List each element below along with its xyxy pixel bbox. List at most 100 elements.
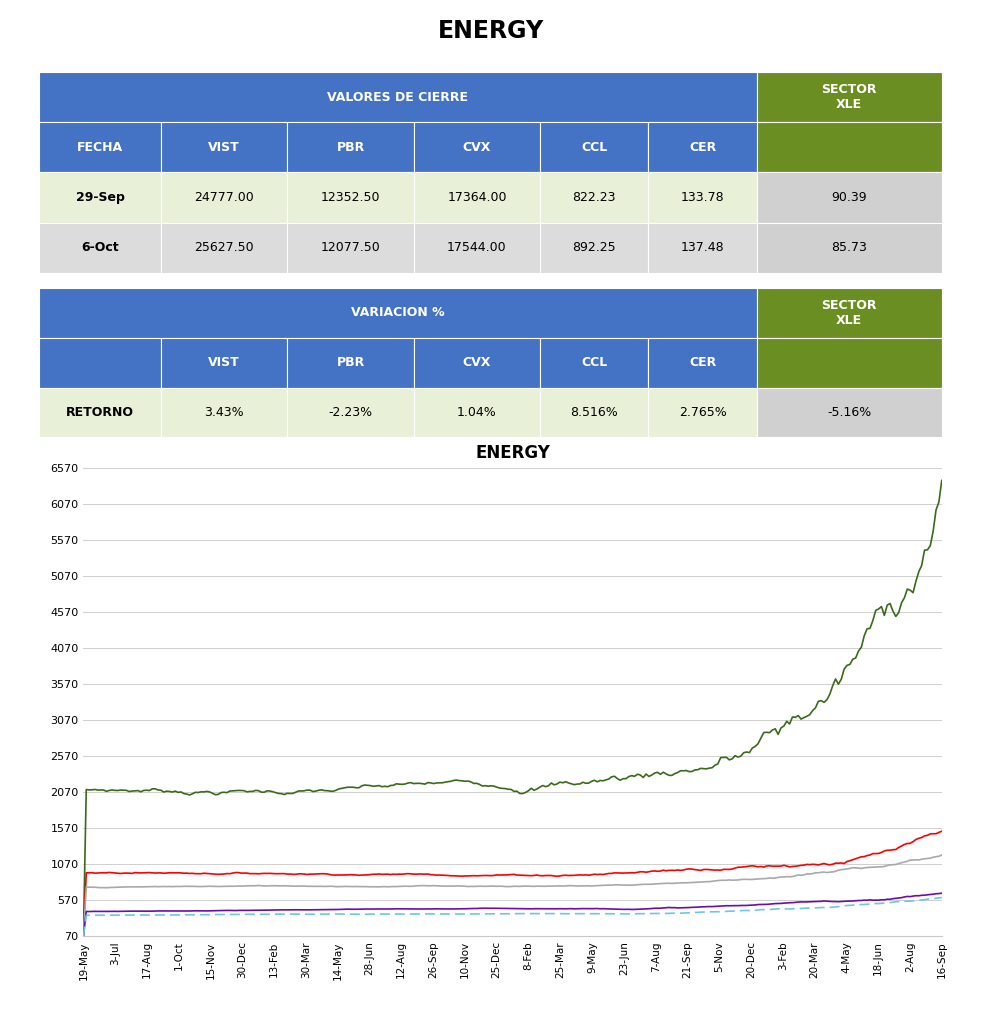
CCL bbox=[77, 930, 89, 943]
FancyBboxPatch shape bbox=[756, 173, 942, 222]
FancyBboxPatch shape bbox=[287, 388, 414, 437]
FancyBboxPatch shape bbox=[648, 222, 756, 273]
FancyBboxPatch shape bbox=[161, 222, 287, 273]
CER bbox=[603, 908, 615, 920]
FancyBboxPatch shape bbox=[648, 338, 756, 388]
Text: 133.78: 133.78 bbox=[681, 191, 724, 204]
PBR bbox=[603, 867, 615, 880]
Text: 8.516%: 8.516% bbox=[570, 406, 618, 419]
FancyBboxPatch shape bbox=[756, 122, 942, 173]
FancyBboxPatch shape bbox=[414, 388, 541, 437]
FancyBboxPatch shape bbox=[541, 222, 648, 273]
VIST bbox=[77, 930, 89, 943]
Text: ENERGY: ENERGY bbox=[438, 19, 543, 43]
Text: CCL: CCL bbox=[581, 141, 607, 153]
CER bbox=[586, 908, 597, 920]
Text: 6-Oct: 6-Oct bbox=[81, 241, 119, 254]
Text: -5.16%: -5.16% bbox=[827, 406, 871, 419]
CVX bbox=[589, 880, 600, 892]
Text: CER: CER bbox=[689, 356, 716, 369]
FancyBboxPatch shape bbox=[756, 72, 942, 122]
FancyBboxPatch shape bbox=[414, 122, 541, 173]
VIST bbox=[603, 773, 615, 785]
FancyBboxPatch shape bbox=[161, 122, 287, 173]
CVX bbox=[855, 862, 867, 875]
Line: CVX: CVX bbox=[83, 855, 942, 936]
PBR bbox=[589, 868, 600, 881]
CCL bbox=[936, 887, 948, 899]
FancyBboxPatch shape bbox=[648, 122, 756, 173]
CCL bbox=[855, 894, 867, 907]
FancyBboxPatch shape bbox=[414, 222, 541, 273]
Text: 24777.00: 24777.00 bbox=[194, 191, 254, 204]
PBR bbox=[855, 851, 867, 863]
Text: RETORNO: RETORNO bbox=[66, 406, 134, 419]
CVX bbox=[586, 880, 597, 892]
PBR bbox=[586, 868, 597, 881]
Text: 29-Sep: 29-Sep bbox=[76, 191, 125, 204]
CER bbox=[589, 908, 600, 920]
Text: FECHA: FECHA bbox=[77, 141, 124, 153]
CCL bbox=[586, 902, 597, 915]
CVX bbox=[603, 879, 615, 891]
FancyBboxPatch shape bbox=[161, 338, 287, 388]
PBR bbox=[800, 858, 812, 871]
FancyBboxPatch shape bbox=[541, 122, 648, 173]
Line: CCL: CCL bbox=[83, 893, 942, 936]
Line: CER: CER bbox=[83, 897, 942, 936]
FancyBboxPatch shape bbox=[541, 338, 648, 388]
VIST bbox=[589, 774, 600, 786]
CCL bbox=[80, 906, 92, 918]
VIST bbox=[80, 783, 92, 795]
Text: 17364.00: 17364.00 bbox=[447, 191, 507, 204]
VIST bbox=[800, 710, 812, 722]
FancyBboxPatch shape bbox=[756, 388, 942, 437]
CER bbox=[80, 909, 92, 921]
Text: VIST: VIST bbox=[208, 356, 240, 369]
CCL bbox=[800, 895, 812, 908]
CER bbox=[936, 891, 948, 903]
FancyBboxPatch shape bbox=[756, 338, 942, 388]
Text: 892.25: 892.25 bbox=[573, 241, 616, 254]
Text: 137.48: 137.48 bbox=[681, 241, 724, 254]
Text: 1.04%: 1.04% bbox=[457, 406, 496, 419]
Text: VIST: VIST bbox=[208, 141, 240, 153]
FancyBboxPatch shape bbox=[648, 388, 756, 437]
FancyBboxPatch shape bbox=[287, 173, 414, 222]
FancyBboxPatch shape bbox=[39, 72, 756, 122]
VIST bbox=[855, 641, 867, 653]
VIST bbox=[586, 775, 597, 787]
FancyBboxPatch shape bbox=[39, 288, 756, 338]
CER bbox=[77, 930, 89, 943]
FancyBboxPatch shape bbox=[39, 388, 161, 437]
Text: VARIACION %: VARIACION % bbox=[351, 307, 444, 319]
Text: PBR: PBR bbox=[336, 141, 365, 153]
FancyBboxPatch shape bbox=[414, 338, 541, 388]
CCL bbox=[589, 902, 600, 915]
Line: PBR: PBR bbox=[83, 831, 942, 936]
Text: VALORES DE CIERRE: VALORES DE CIERRE bbox=[328, 91, 469, 104]
PBR bbox=[936, 825, 948, 838]
Title: ENERGY: ENERGY bbox=[475, 445, 550, 462]
FancyBboxPatch shape bbox=[287, 222, 414, 273]
FancyBboxPatch shape bbox=[161, 388, 287, 437]
FancyBboxPatch shape bbox=[756, 222, 942, 273]
CER bbox=[855, 898, 867, 911]
CER bbox=[800, 902, 812, 915]
CCL bbox=[603, 902, 615, 915]
FancyBboxPatch shape bbox=[39, 122, 161, 173]
Text: 12077.50: 12077.50 bbox=[321, 241, 381, 254]
FancyBboxPatch shape bbox=[39, 173, 161, 222]
FancyBboxPatch shape bbox=[39, 222, 161, 273]
Text: 12352.50: 12352.50 bbox=[321, 191, 381, 204]
FancyBboxPatch shape bbox=[648, 173, 756, 222]
Text: -2.23%: -2.23% bbox=[329, 406, 373, 419]
Text: CER: CER bbox=[689, 141, 716, 153]
Text: 2.765%: 2.765% bbox=[679, 406, 727, 419]
FancyBboxPatch shape bbox=[541, 388, 648, 437]
CVX bbox=[936, 849, 948, 861]
CVX bbox=[800, 867, 812, 880]
Text: CVX: CVX bbox=[463, 356, 491, 369]
PBR bbox=[77, 930, 89, 943]
PBR bbox=[80, 866, 92, 879]
